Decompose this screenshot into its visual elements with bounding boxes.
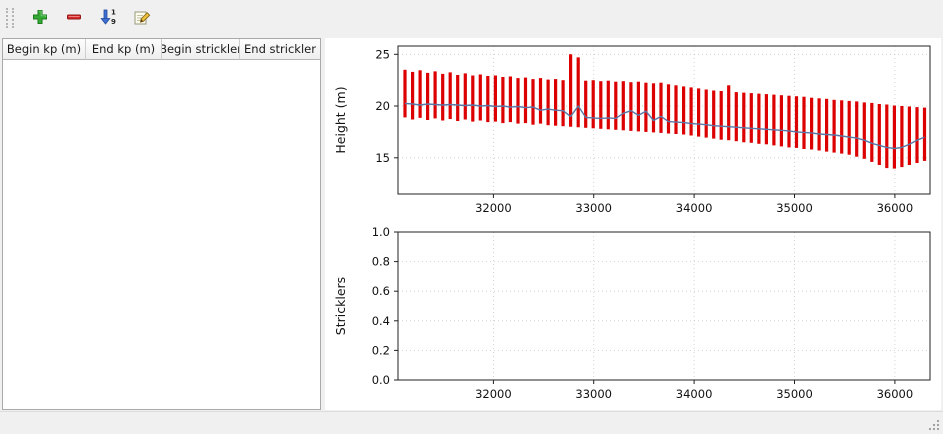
resize-grip[interactable] bbox=[927, 418, 941, 432]
svg-text:0.0: 0.0 bbox=[372, 373, 390, 387]
svg-text:15: 15 bbox=[375, 151, 390, 165]
charts-panel: 32000 33000 34000 35000 36000 15 20 25 Height (m… bbox=[325, 38, 941, 410]
column-header-end-strickler[interactable]: End strickler bbox=[240, 39, 320, 60]
svg-text:1.0: 1.0 bbox=[372, 225, 390, 239]
sort-numeric-icon: 1 9 bbox=[99, 8, 117, 29]
remove-row-button[interactable] bbox=[60, 4, 88, 32]
column-header-begin-kp[interactable]: Begin kp (m) bbox=[3, 39, 86, 60]
svg-text:0.2: 0.2 bbox=[372, 343, 390, 357]
sort-rows-button[interactable]: 1 9 bbox=[94, 4, 122, 32]
pencil-icon bbox=[133, 8, 151, 29]
column-header-begin-strickler[interactable]: Begin strickler bbox=[162, 39, 240, 60]
svg-text:Stricklers: Stricklers bbox=[333, 277, 348, 335]
svg-text:34000: 34000 bbox=[676, 387, 713, 401]
plus-icon bbox=[31, 8, 49, 29]
svg-text:32000: 32000 bbox=[475, 387, 512, 401]
svg-text:33000: 33000 bbox=[575, 201, 612, 215]
svg-text:Height (m): Height (m) bbox=[333, 86, 348, 153]
svg-text:0.4: 0.4 bbox=[372, 314, 390, 328]
svg-text:35000: 35000 bbox=[776, 201, 813, 215]
svg-text:34000: 34000 bbox=[676, 201, 713, 215]
svg-text:25: 25 bbox=[375, 47, 390, 61]
svg-text:0.8: 0.8 bbox=[372, 255, 390, 269]
svg-text:9: 9 bbox=[111, 18, 116, 26]
table-header: Begin kp (m) End kp (m) Begin strickler … bbox=[3, 39, 320, 60]
svg-text:32000: 32000 bbox=[475, 201, 512, 215]
strickler-table: Begin kp (m) End kp (m) Begin strickler … bbox=[2, 38, 321, 410]
toolbar: 1 9 bbox=[0, 0, 943, 36]
svg-text:0.6: 0.6 bbox=[372, 284, 390, 298]
stricklers-chart: 32000 33000 34000 35000 36000 0.0 0.2 0.4 0.6 0.8… bbox=[333, 225, 931, 401]
minus-icon bbox=[65, 8, 83, 29]
add-row-button[interactable] bbox=[26, 4, 54, 32]
svg-text:36000: 36000 bbox=[877, 201, 914, 215]
svg-text:20: 20 bbox=[375, 99, 390, 113]
edit-row-button[interactable] bbox=[128, 4, 156, 32]
svg-text:33000: 33000 bbox=[575, 387, 612, 401]
status-bar bbox=[0, 411, 943, 434]
height-profile-chart: 32000 33000 34000 35000 36000 15 20 25 Height (m… bbox=[333, 45, 931, 215]
svg-text:36000: 36000 bbox=[877, 387, 914, 401]
toolbar-drag-handle[interactable] bbox=[6, 8, 14, 28]
column-header-end-kp[interactable]: End kp (m) bbox=[86, 39, 162, 60]
table-body-empty[interactable] bbox=[3, 60, 320, 409]
svg-text:35000: 35000 bbox=[776, 387, 813, 401]
svg-text:1: 1 bbox=[111, 8, 116, 16]
